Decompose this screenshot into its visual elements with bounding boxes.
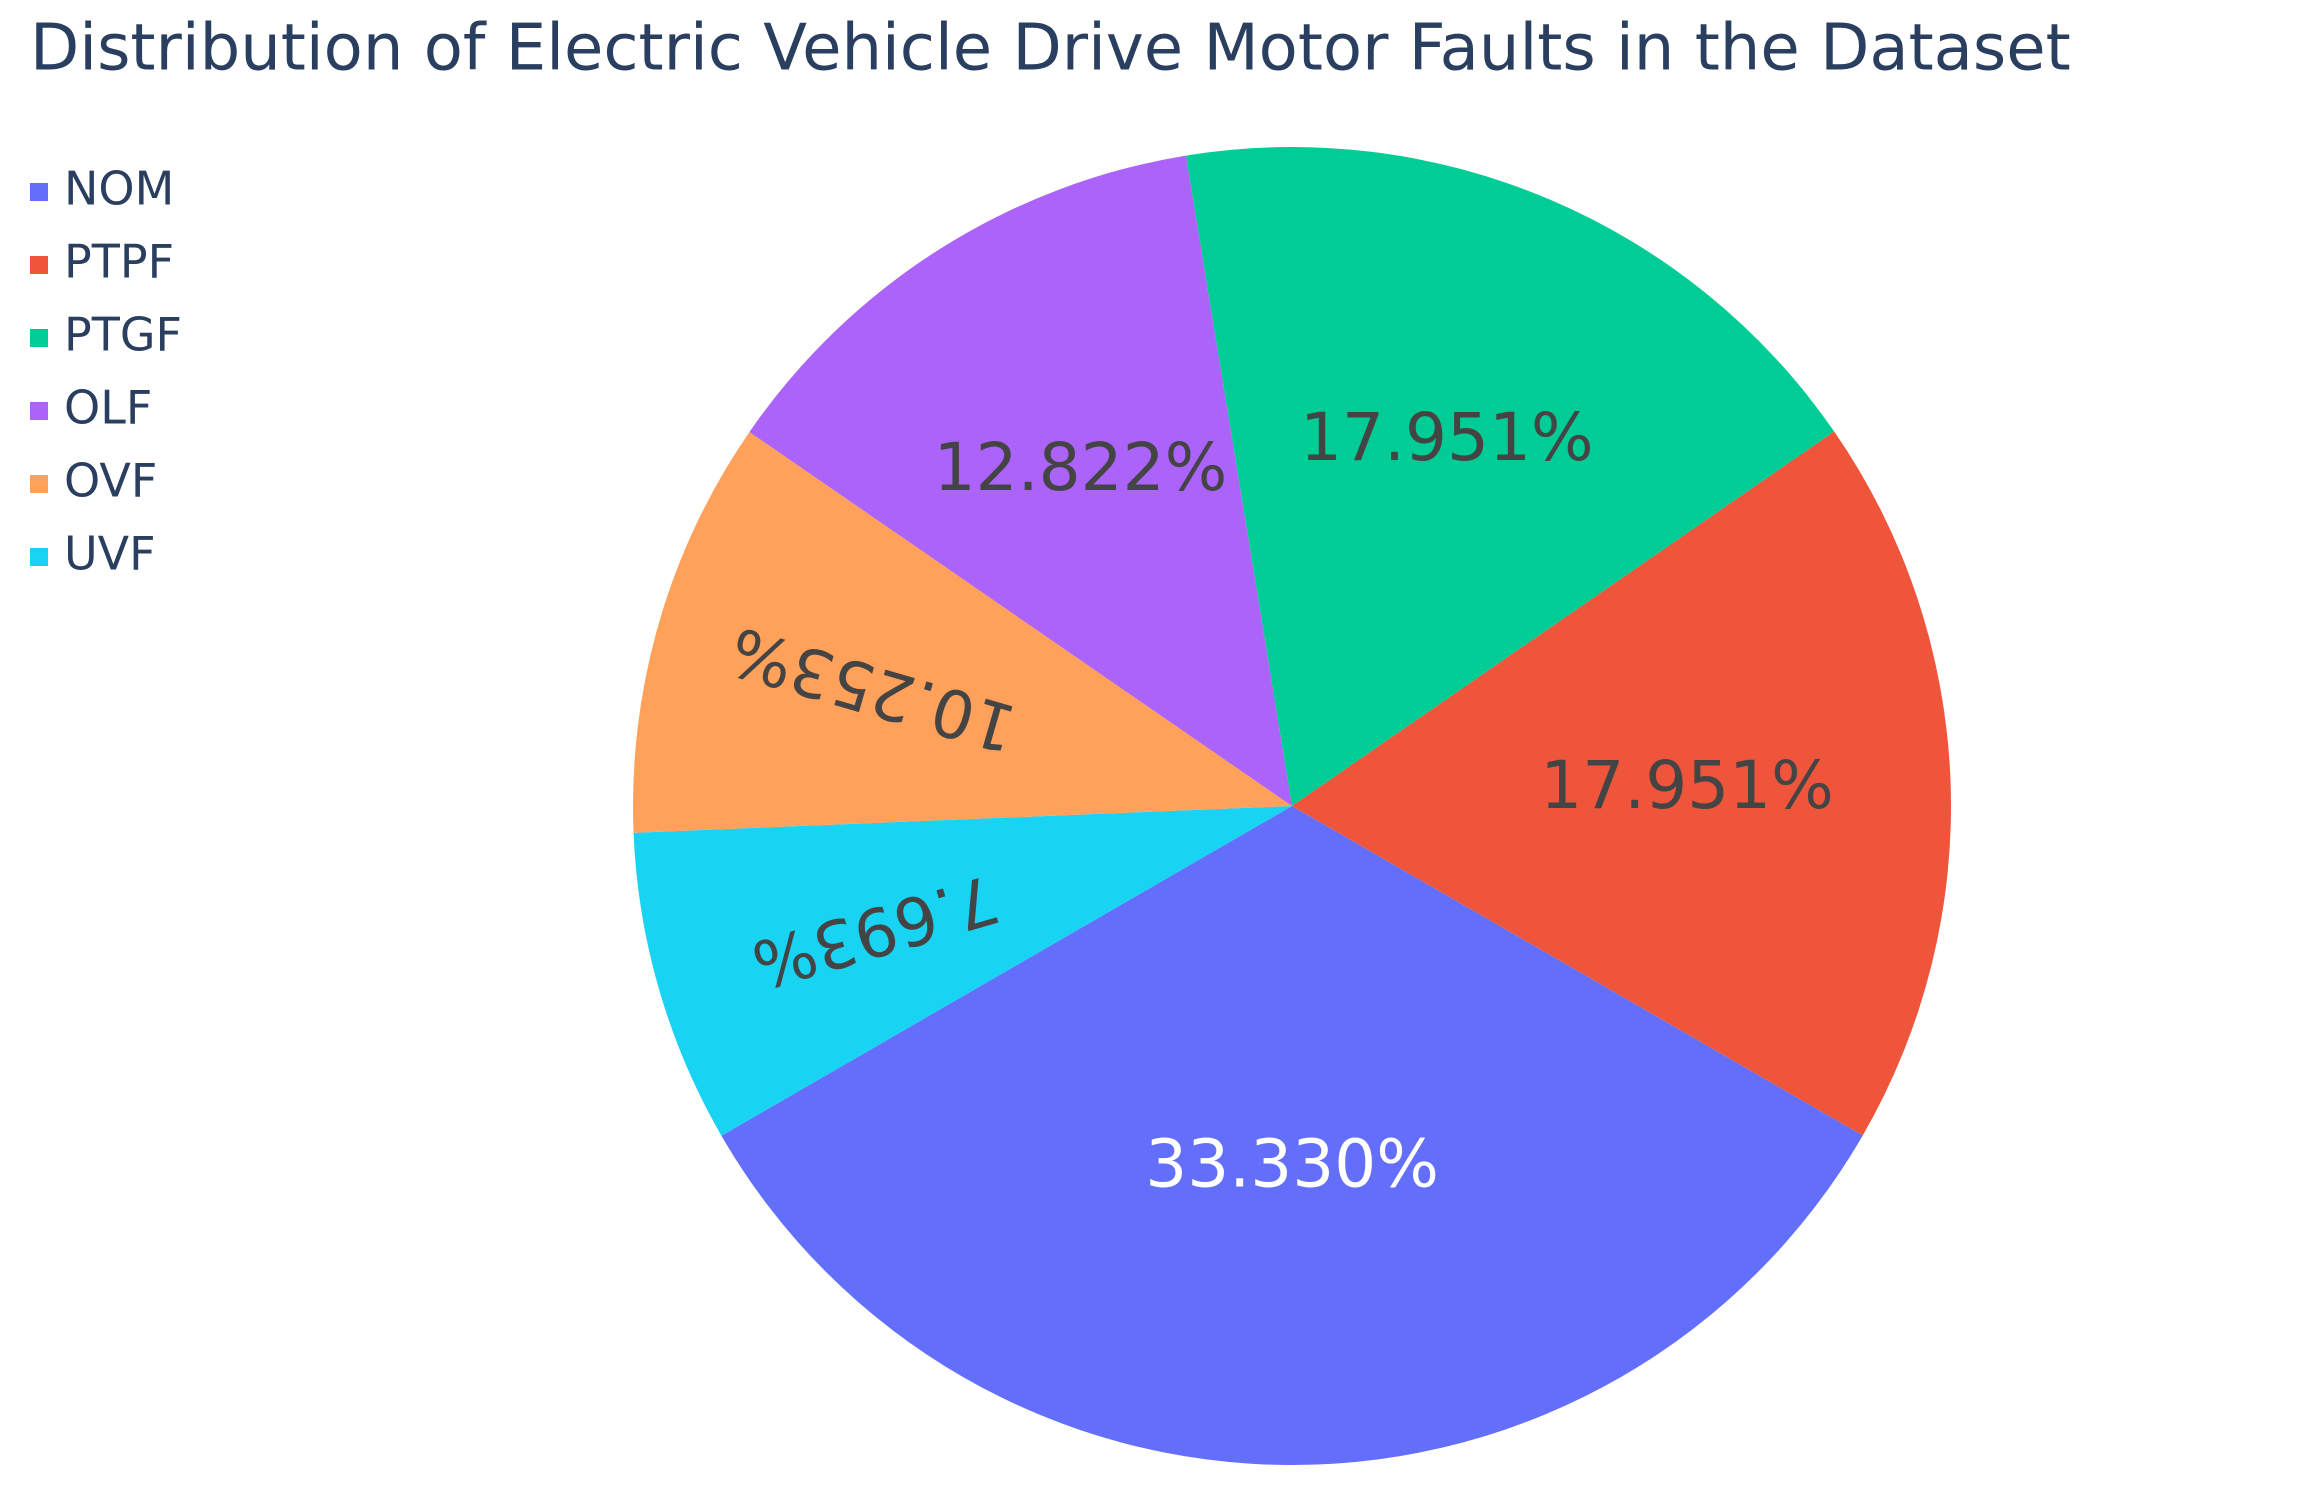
slice-label: 12.822% xyxy=(934,429,1228,506)
pie-slice xyxy=(633,431,1292,833)
slice-label: 33.330% xyxy=(1145,1126,1439,1203)
legend-swatch xyxy=(30,548,48,566)
legend-label: NOM xyxy=(64,162,174,216)
slice-label: 17.951% xyxy=(1300,399,1594,476)
legend-label: PTGF xyxy=(64,308,182,362)
pie-slice xyxy=(633,806,1292,1136)
legend-swatch xyxy=(30,183,48,201)
pie-slice xyxy=(749,155,1292,806)
legend-label: PTPF xyxy=(64,235,174,289)
legend-swatch xyxy=(30,402,48,420)
legend-label: OLF xyxy=(64,381,152,435)
chart-title: Distribution of Electric Vehicle Drive M… xyxy=(30,12,2071,86)
legend-swatch xyxy=(30,329,48,347)
legend-label: OVF xyxy=(64,454,157,508)
slice-label: 17.951% xyxy=(1540,747,1834,824)
pie-slice xyxy=(1185,146,1835,806)
legend-swatch xyxy=(30,256,48,274)
pie-slice xyxy=(1292,431,1952,1136)
pie-slice xyxy=(721,806,1863,1465)
legend-swatch xyxy=(30,475,48,493)
legend-label: UVF xyxy=(64,527,156,581)
